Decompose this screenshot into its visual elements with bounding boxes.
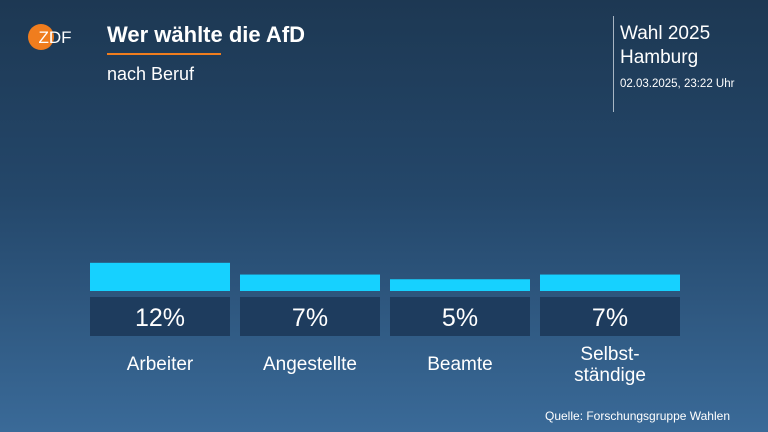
value-label-2: 5%: [442, 304, 478, 332]
source-note: Quelle: Forschungsgruppe Wahlen: [545, 409, 730, 423]
value-box-0: [90, 297, 230, 336]
page-title: Wer wählte die AfD: [107, 22, 306, 47]
value-label-1: 7%: [292, 304, 328, 332]
category-label-2: Beamte: [427, 354, 492, 375]
zdf-logo-text: ZDF: [38, 28, 71, 47]
zdf-logo: ZDF: [28, 24, 72, 50]
category-label-3-line-0: Selbst-: [580, 344, 639, 365]
title-underline: [107, 53, 221, 55]
value-box-3: [540, 297, 680, 336]
election-region: Hamburg: [620, 47, 699, 68]
header-divider: [613, 16, 614, 112]
category-label-3-line-1: ständige: [574, 365, 646, 386]
zdf-logo-circle: [28, 24, 54, 50]
value-label-3: 7%: [592, 304, 628, 332]
bar-1: [240, 274, 380, 291]
election-info: Wahl 2025 Hamburg: [620, 22, 710, 70]
category-label-1: Angestellte: [263, 354, 357, 375]
election-name: Wahl 2025: [620, 23, 711, 44]
bar-0: [90, 262, 230, 291]
value-box-1: [240, 297, 380, 336]
page-subtitle: nach Beruf: [107, 64, 195, 84]
bar-2: [390, 279, 530, 291]
bar-3: [540, 274, 680, 291]
category-label-0: Arbeiter: [127, 354, 194, 375]
value-label-0: 12%: [135, 304, 185, 332]
timestamp: 02.03.2025, 23:22 Uhr: [620, 78, 735, 90]
value-box-2: [390, 297, 530, 336]
